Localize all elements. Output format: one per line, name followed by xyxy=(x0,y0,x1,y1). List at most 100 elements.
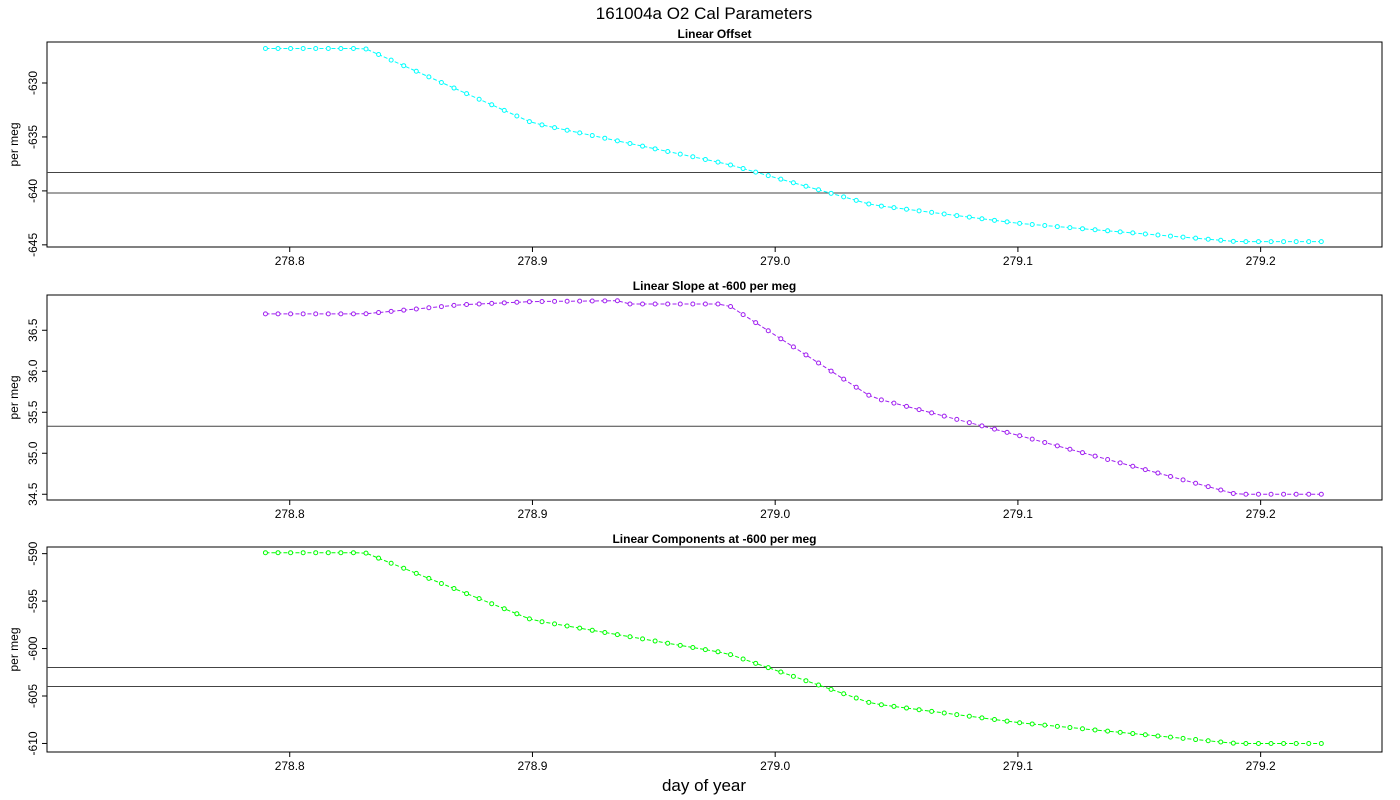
data-point xyxy=(1092,453,1098,459)
data-point xyxy=(1205,484,1211,490)
data-point xyxy=(325,311,331,317)
data-point xyxy=(828,686,834,692)
data-point xyxy=(1004,718,1010,724)
data-point xyxy=(1318,491,1324,497)
series-line xyxy=(265,47,1322,243)
data-point xyxy=(1293,239,1299,245)
data-point xyxy=(602,135,608,141)
data-point xyxy=(954,213,960,219)
data-point xyxy=(1193,480,1199,486)
data-point xyxy=(677,301,683,307)
data-point xyxy=(1004,219,1010,225)
data-point xyxy=(262,45,268,51)
data-point xyxy=(539,619,545,625)
data-point xyxy=(1243,740,1249,746)
data-point xyxy=(363,550,369,556)
data-point xyxy=(1092,727,1098,733)
data-point xyxy=(778,176,784,182)
y-tick-label: -630 xyxy=(26,71,40,95)
data-point xyxy=(853,197,859,203)
data-point xyxy=(966,713,972,719)
data-point xyxy=(1017,220,1023,226)
data-point xyxy=(539,298,545,304)
data-point xyxy=(1117,460,1123,466)
data-point xyxy=(904,403,910,409)
data-point xyxy=(941,413,947,419)
x-tick-label: 279.2 xyxy=(1246,254,1276,268)
data-point xyxy=(954,416,960,422)
data-point xyxy=(451,302,457,308)
x-tick-label: 278.8 xyxy=(275,507,305,521)
data-point xyxy=(803,678,809,684)
data-point xyxy=(640,636,646,642)
data-point xyxy=(526,299,532,305)
data-point xyxy=(652,301,658,307)
data-point xyxy=(451,85,457,91)
data-point xyxy=(363,311,369,317)
data-point xyxy=(401,307,407,313)
data-point xyxy=(828,190,834,196)
y-tick-label: -640 xyxy=(26,179,40,203)
data-point xyxy=(1230,740,1236,746)
data-point xyxy=(916,407,922,413)
data-point xyxy=(1230,238,1236,244)
x-tick-label: 279.0 xyxy=(760,759,790,773)
data-point xyxy=(577,625,583,631)
data-point xyxy=(1255,740,1261,746)
data-point xyxy=(979,715,985,721)
data-point xyxy=(790,180,796,186)
data-point xyxy=(627,301,633,307)
data-point xyxy=(438,79,444,85)
data-point xyxy=(1017,720,1023,726)
data-point xyxy=(929,209,935,215)
data-point xyxy=(1155,232,1161,238)
data-point xyxy=(476,96,482,102)
data-point xyxy=(564,623,570,629)
data-point xyxy=(1117,229,1123,235)
data-point xyxy=(413,306,419,312)
data-point xyxy=(992,217,997,223)
data-point xyxy=(841,376,847,382)
data-point xyxy=(564,127,570,133)
data-point xyxy=(790,673,796,679)
data-point xyxy=(640,143,646,149)
data-point xyxy=(1218,237,1224,243)
data-point xyxy=(275,45,281,51)
data-point xyxy=(300,45,306,51)
data-point xyxy=(1230,490,1236,496)
data-point xyxy=(338,311,344,317)
data-point xyxy=(866,392,872,398)
data-point xyxy=(438,304,444,310)
panels-group: Linear Offset per meg 278.8 278.9 279.0 279.1… xyxy=(7,27,1383,773)
data-point xyxy=(652,638,658,644)
data-point xyxy=(878,397,884,403)
data-point xyxy=(1079,450,1085,456)
x-tick-label: 279.1 xyxy=(1003,759,1033,773)
data-point xyxy=(1281,239,1287,245)
data-point xyxy=(325,550,331,556)
panel-title: Linear Components at -600 per meg xyxy=(612,532,816,546)
data-point xyxy=(929,410,935,416)
data-point xyxy=(1155,733,1161,739)
data-point xyxy=(1167,734,1173,740)
data-point xyxy=(426,575,432,581)
data-point xyxy=(627,634,633,640)
y-tick-label: -590 xyxy=(26,541,40,565)
data-point xyxy=(401,63,407,69)
data-point xyxy=(765,328,771,334)
data-point xyxy=(388,308,394,314)
y-axis-label: per meg xyxy=(7,627,21,671)
data-point xyxy=(1293,740,1299,746)
data-point xyxy=(388,560,394,566)
data-point xyxy=(350,550,356,556)
y-axis-label: per meg xyxy=(7,375,21,419)
y-tick-label: -645 xyxy=(26,233,40,257)
x-tick-label: 278.9 xyxy=(517,759,547,773)
data-point xyxy=(1142,467,1148,473)
data-point xyxy=(916,707,922,713)
data-point xyxy=(640,301,646,307)
data-point xyxy=(1042,439,1048,445)
data-point xyxy=(979,216,985,222)
data-point xyxy=(740,166,746,172)
data-point xyxy=(1180,477,1186,483)
